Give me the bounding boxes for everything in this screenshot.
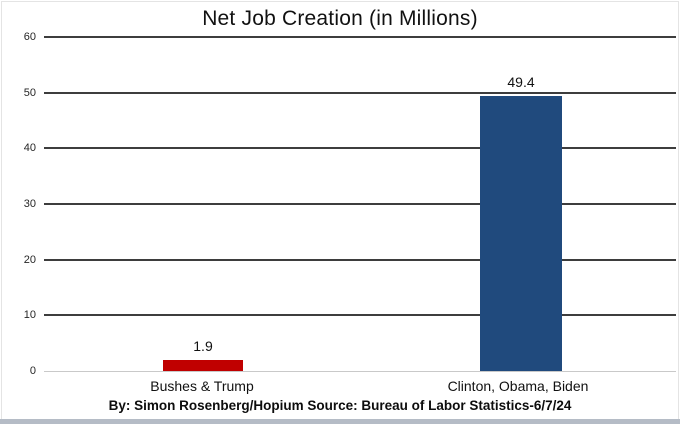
y-axis-tick-40: 40 [23, 142, 36, 155]
category-label-bushes-trump: Bushes & Trump [150, 378, 254, 394]
gridline-20 [44, 258, 676, 261]
bar-clinton-obama-biden [480, 96, 562, 371]
plot-area: 1.9 49.4 [44, 36, 676, 372]
value-label-clinton-obama-biden: 49.4 [507, 74, 535, 91]
y-axis-tick-20: 20 [23, 253, 36, 266]
gridline-0 [44, 371, 676, 372]
category-label-clinton-obama-biden: Clinton, Obama, Biden [447, 378, 589, 394]
value-label-bushes-trump: 1.9 [193, 338, 213, 355]
gridline-50 [44, 91, 676, 94]
gridline-10 [44, 314, 676, 317]
y-axis-tick-10: 10 [23, 309, 36, 322]
gridline-30 [44, 203, 676, 205]
gridline-40 [44, 147, 676, 150]
bottom-edge-strip [0, 419, 680, 424]
y-axis-tick-0: 0 [29, 365, 36, 377]
footer-attribution: By: Simon Rosenberg/Hopium Source: Burea… [108, 398, 572, 413]
chart-title: Net Job Creation (in Millions) [202, 7, 478, 30]
gridline-60 [44, 36, 676, 38]
bar-bushes-trump [163, 360, 243, 371]
x-axis-category-row: Bushes & Trump Clinton, Obama, Biden [44, 378, 676, 394]
y-axis-tick-50: 50 [23, 86, 36, 99]
y-axis-tick-30: 30 [23, 198, 36, 210]
y-axis-tick-60: 60 [23, 31, 36, 43]
